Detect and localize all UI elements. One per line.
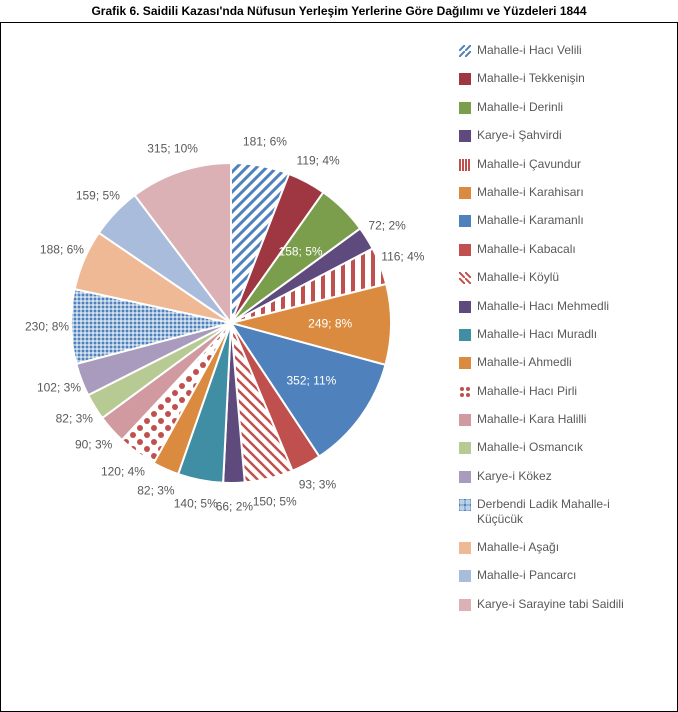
legend-swatch <box>459 244 471 256</box>
slice-label: 188; 6% <box>40 244 84 257</box>
legend-swatch <box>459 301 471 313</box>
slice-label: 82; 3% <box>56 413 93 426</box>
chart-frame: 181; 6% 119; 4% 158; 5% 72; 2% 116; 4% 249; 8… <box>0 22 678 712</box>
legend-swatch <box>459 329 471 341</box>
legend-item: Mahalle-i Çavundur <box>459 157 659 171</box>
legend-label: Mahalle-i Tekkenişin <box>477 71 585 85</box>
legend-label: Karye-i Kökez <box>477 469 552 483</box>
legend-label: Mahalle-i Pancarcı <box>477 568 576 582</box>
slice-label: 82; 3% <box>137 484 174 497</box>
legend-label: Mahalle-i Köylü <box>477 270 559 284</box>
legend-item: Derbendi Ladik Mahalle-i Küçücük <box>459 497 659 526</box>
legend-item: Mahalle-i Hacı Muradlı <box>459 327 659 341</box>
legend-swatch <box>459 102 471 114</box>
slice-label: 158; 5% <box>279 246 323 259</box>
legend-item: Mahalle-i Kara Halilli <box>459 412 659 426</box>
legend-item: Mahalle-i Pancarcı <box>459 568 659 582</box>
slice-label: 159; 5% <box>76 189 120 202</box>
pie-chart: 181; 6% 119; 4% 158; 5% 72; 2% 116; 4% 249; 8… <box>31 123 431 523</box>
legend-swatch <box>459 570 471 582</box>
legend-item: Mahalle-i Hacı Mehmedli <box>459 299 659 313</box>
slice-label: 249; 8% <box>308 317 352 330</box>
legend-swatch <box>459 215 471 227</box>
legend-swatch <box>459 499 471 511</box>
legend-label: Mahalle-i Derinli <box>477 100 563 114</box>
legend-label: Mahalle-i Karahisarı <box>477 185 584 199</box>
legend-item: Karye-i Şahvirdi <box>459 128 659 142</box>
legend-item: Mahalle-i Osmancık <box>459 440 659 454</box>
legend-label: Karye-i Sarayine tabi Saidili <box>477 597 624 611</box>
legend-label: Mahalle-i Hacı Pirli <box>477 384 577 398</box>
slice-label: 230; 8% <box>25 321 69 334</box>
slice-label: 140; 5% <box>174 497 218 510</box>
legend-swatch <box>459 159 471 171</box>
legend-label: Karye-i Şahvirdi <box>477 128 562 142</box>
legend-item: Mahalle-i Karahisarı <box>459 185 659 199</box>
legend-swatch <box>459 414 471 426</box>
legend-item: Mahalle-i Derinli <box>459 100 659 114</box>
legend-item: Mahalle-i Karamanlı <box>459 213 659 227</box>
legend-swatch <box>459 357 471 369</box>
legend: Mahalle-i Hacı Velili Mahalle-i Tekkenişi… <box>459 43 659 625</box>
legend-swatch <box>459 542 471 554</box>
legend-item: Mahalle-i Ahmedli <box>459 355 659 369</box>
legend-item: Karye-i Sarayine tabi Saidili <box>459 597 659 611</box>
legend-swatch <box>459 272 471 284</box>
legend-item: Mahalle-i Tekkenişin <box>459 71 659 85</box>
legend-label: Mahalle-i Kabacalı <box>477 242 576 256</box>
legend-item: Mahalle-i Kabacalı <box>459 242 659 256</box>
slice-label: 72; 2% <box>368 219 405 232</box>
slice-label: 181; 6% <box>243 136 287 149</box>
slice-label: 352; 11% <box>286 374 336 387</box>
slice-label: 315; 10% <box>147 142 198 155</box>
legend-label: Mahalle-i Karamanlı <box>477 213 584 227</box>
slice-label: 66; 2% <box>216 500 253 513</box>
slice-label: 90; 3% <box>75 439 112 452</box>
legend-swatch <box>459 471 471 483</box>
legend-swatch <box>459 73 471 85</box>
legend-label: Mahalle-i Hacı Velili <box>477 43 582 57</box>
legend-label: Mahalle-i Aşağı <box>477 540 559 554</box>
legend-swatch <box>459 442 471 454</box>
legend-label: Mahalle-i Çavundur <box>477 157 581 171</box>
legend-swatch <box>459 130 471 142</box>
slice-label: 116; 4% <box>381 251 424 264</box>
legend-swatch <box>459 386 471 398</box>
slice-label: 119; 4% <box>297 154 340 167</box>
legend-item: Karye-i Kökez <box>459 469 659 483</box>
legend-item: Mahalle-i Hacı Pirli <box>459 384 659 398</box>
legend-label: Mahalle-i Hacı Muradlı <box>477 327 597 341</box>
legend-swatch <box>459 45 471 57</box>
slice-label: 102; 3% <box>37 382 81 395</box>
legend-item: Mahalle-i Köylü <box>459 270 659 284</box>
legend-swatch <box>459 187 471 199</box>
legend-swatch <box>459 599 471 611</box>
legend-label: Mahalle-i Hacı Mehmedli <box>477 299 609 313</box>
slice-label: 150; 5% <box>253 495 297 508</box>
legend-label: Mahalle-i Kara Halilli <box>477 412 586 426</box>
legend-label: Derbendi Ladik Mahalle-i Küçücük <box>477 497 659 526</box>
legend-item: Mahalle-i Hacı Velili <box>459 43 659 57</box>
chart-title: Grafik 6. Saidili Kazası'nda Nüfusun Yer… <box>0 0 678 20</box>
legend-label: Mahalle-i Ahmedli <box>477 355 572 369</box>
legend-label: Mahalle-i Osmancık <box>477 440 583 454</box>
slice-label: 120; 4% <box>101 465 145 478</box>
legend-item: Mahalle-i Aşağı <box>459 540 659 554</box>
slice-label: 93; 3% <box>299 479 336 492</box>
